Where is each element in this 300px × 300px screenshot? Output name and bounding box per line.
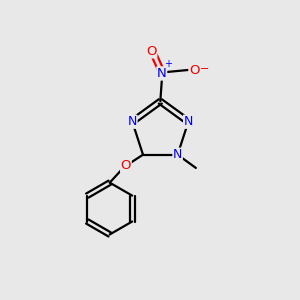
Text: +: + bbox=[164, 59, 172, 69]
Text: N: N bbox=[157, 67, 167, 80]
Text: N: N bbox=[128, 115, 137, 128]
Text: O: O bbox=[146, 45, 157, 58]
Text: N: N bbox=[184, 115, 193, 128]
Text: O: O bbox=[121, 159, 131, 172]
Text: methyl stub: methyl stub bbox=[198, 170, 207, 172]
Text: O: O bbox=[189, 64, 200, 77]
Text: N: N bbox=[173, 148, 182, 161]
Text: −: − bbox=[200, 64, 209, 74]
